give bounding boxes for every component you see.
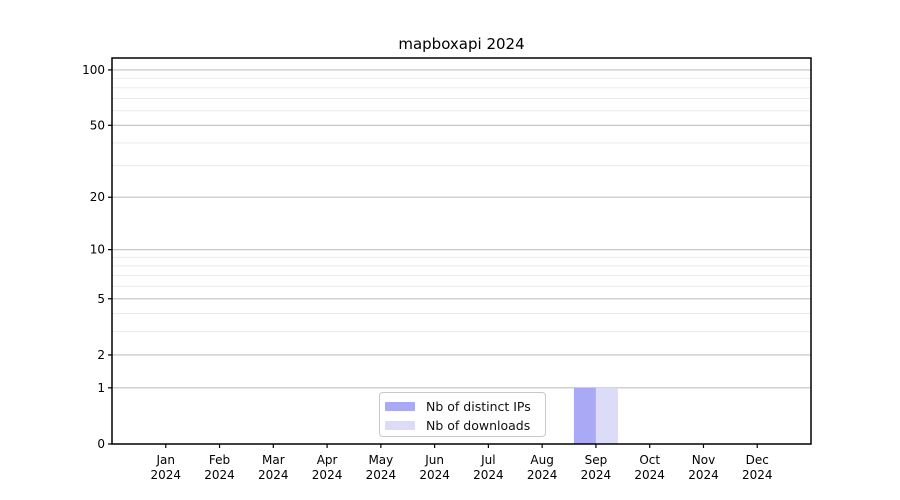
- x-tick-label-year: 2024: [473, 468, 504, 482]
- x-tick-label-year: 2024: [527, 468, 558, 482]
- legend-label-downloads: Nb of downloads: [426, 418, 531, 433]
- x-tick-label-month: Jul: [480, 453, 495, 467]
- x-tick-label-year: 2024: [581, 468, 612, 482]
- y-tick-label: 1: [97, 381, 105, 395]
- legend-label-distinct-ips: Nb of distinct IPs: [426, 399, 531, 414]
- bar-nb-of-distinct-ips-sep: [573, 387, 596, 444]
- x-tick-label-month: Apr: [317, 453, 338, 467]
- x-tick-label-month: Aug: [530, 453, 553, 467]
- y-tick-label: 5: [97, 292, 105, 306]
- legend: Nb of distinct IPs Nb of downloads: [379, 392, 546, 437]
- y-tick-label: 50: [90, 118, 105, 132]
- x-tick-label-month: Jun: [424, 453, 444, 467]
- x-tick-label-month: Mar: [262, 453, 285, 467]
- y-tick-label: 10: [90, 243, 105, 257]
- x-tick-label-month: Nov: [692, 453, 715, 467]
- plot-border: [111, 57, 812, 445]
- x-tick-label-year: 2024: [150, 468, 181, 482]
- x-tick-label-month: Dec: [746, 453, 769, 467]
- x-tick-label-month: Feb: [209, 453, 230, 467]
- x-tick-label-year: 2024: [258, 468, 289, 482]
- x-tick-label-year: 2024: [634, 468, 665, 482]
- y-tick-label: 100: [82, 63, 105, 77]
- x-tick-label-year: 2024: [688, 468, 719, 482]
- x-tick-label-month: Oct: [639, 453, 660, 467]
- x-tick-label-month: May: [368, 453, 393, 467]
- x-tick-label-year: 2024: [742, 468, 773, 482]
- x-tick-label-year: 2024: [312, 468, 343, 482]
- chart-title: mapboxapi 2024: [398, 35, 525, 53]
- y-tick-label: 20: [90, 190, 105, 204]
- x-tick-label-year: 2024: [204, 468, 235, 482]
- legend-item-distinct-ips: Nb of distinct IPs: [385, 397, 545, 416]
- bar-nb-of-downloads-sep: [595, 387, 618, 444]
- x-tick-label-year: 2024: [419, 468, 450, 482]
- x-tick-label-year: 2024: [366, 468, 397, 482]
- y-tick-label: 2: [97, 348, 105, 362]
- legend-swatch-distinct-ips: [385, 402, 415, 411]
- y-tick-label: 0: [97, 437, 105, 451]
- x-tick-label-month: Jan: [156, 453, 176, 467]
- x-tick-label-month: Sep: [585, 453, 608, 467]
- legend-item-downloads: Nb of downloads: [385, 416, 545, 435]
- legend-swatch-downloads: [385, 421, 415, 430]
